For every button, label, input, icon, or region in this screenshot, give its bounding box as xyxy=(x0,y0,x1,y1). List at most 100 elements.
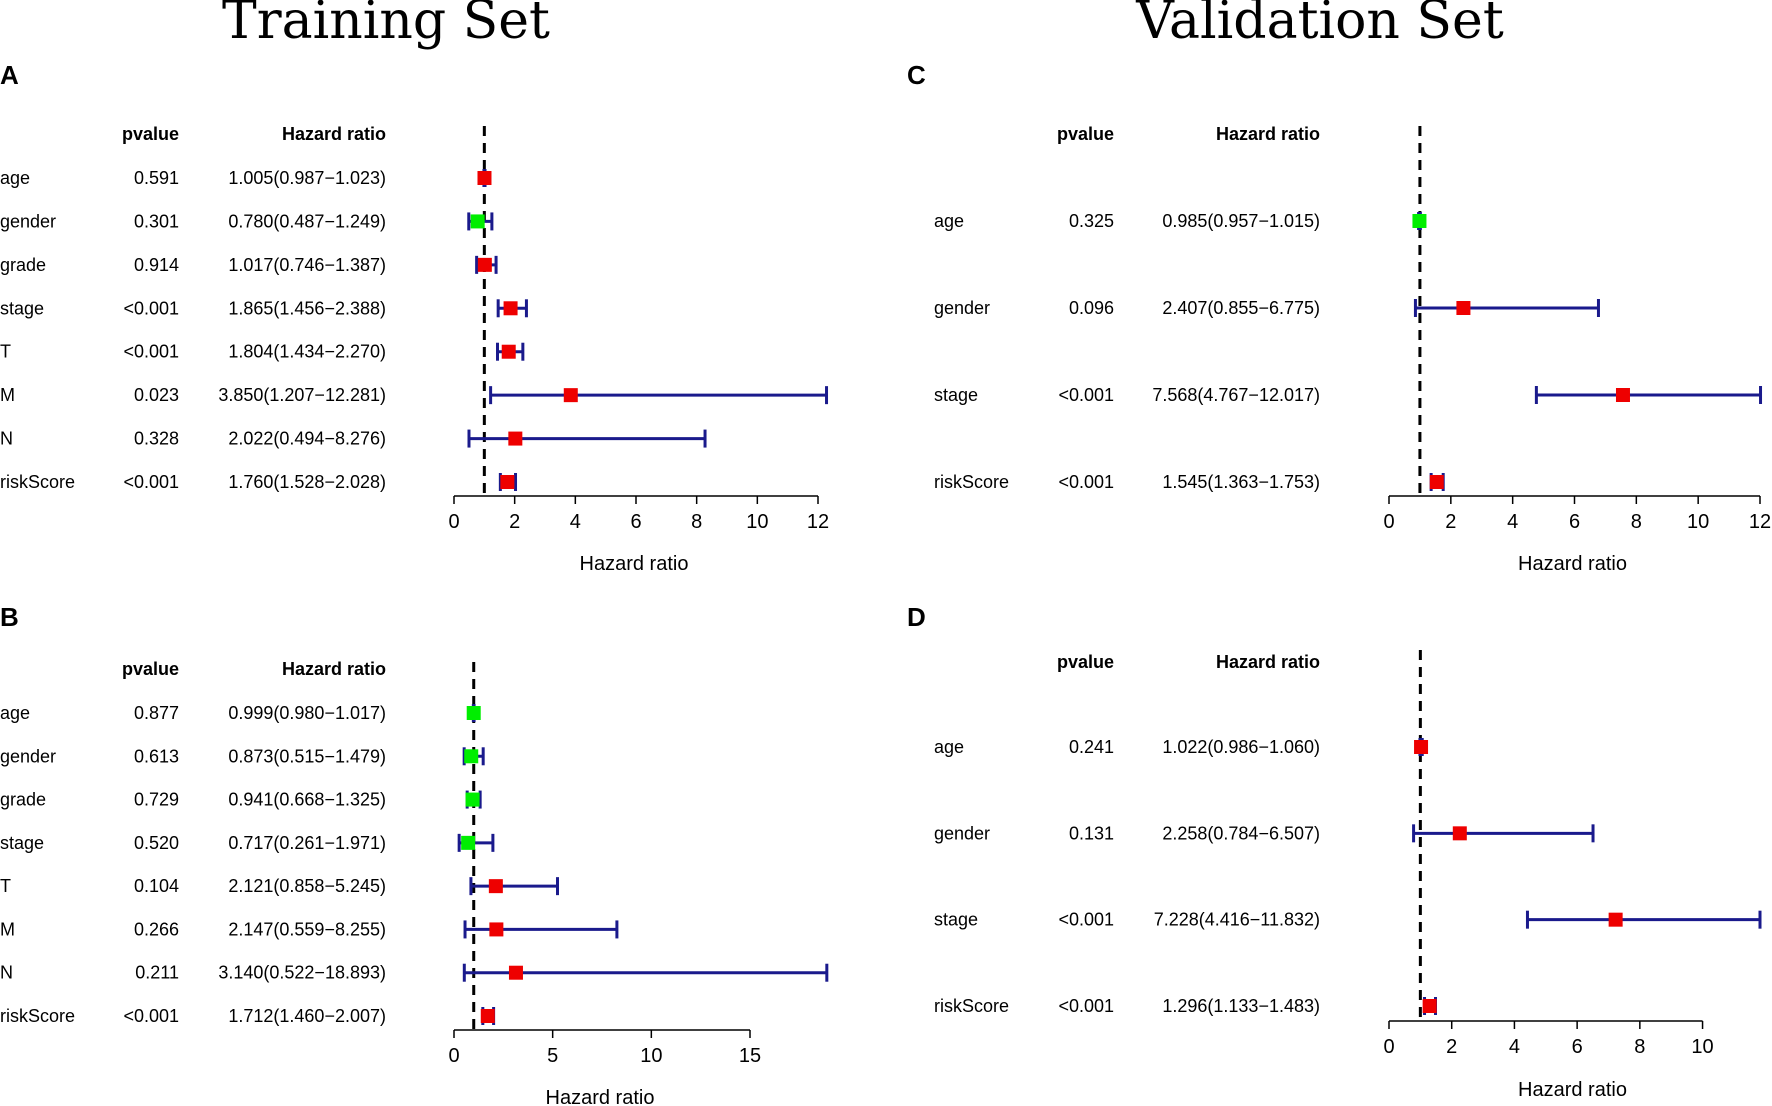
hazard-ratio-text: 2.022(0.494−8.276) xyxy=(228,429,386,449)
variable-label: stage xyxy=(934,385,978,405)
hazard-ratio-point xyxy=(465,792,480,807)
pvalue-text: <0.001 xyxy=(123,472,179,492)
hazard-ratio-header: Hazard ratio xyxy=(1216,652,1320,672)
variable-label: T xyxy=(0,876,11,896)
forest-row-age: age 0.241 1.022(0.986−1.060) xyxy=(934,737,1429,757)
pvalue-text: 0.877 xyxy=(134,703,179,723)
hazard-ratio-text: 0.985(0.957−1.015) xyxy=(1162,211,1320,231)
hazard-ratio-text: 1.017(0.746−1.387) xyxy=(228,255,386,275)
forest-row-age: age 0.325 0.985(0.957−1.015) xyxy=(934,211,1427,231)
variable-label: riskScore xyxy=(934,996,1009,1016)
x-axis: 0 5 10 15 xyxy=(448,1029,761,1067)
x-tick-label: 12 xyxy=(807,511,829,533)
hazard-ratio-point xyxy=(1429,475,1444,489)
variable-label: gender xyxy=(934,298,990,318)
x-tick-label: 0 xyxy=(1383,1036,1394,1058)
panel-letter: D xyxy=(907,602,926,632)
pvalue-text: 0.104 xyxy=(134,876,179,896)
variable-label: gender xyxy=(934,823,990,843)
pvalue-text: 0.325 xyxy=(1069,211,1114,231)
forest-row-t: T 0.104 2.121(0.858−5.245) xyxy=(0,876,560,896)
hazard-ratio-point xyxy=(489,922,504,937)
x-axis-title: Hazard ratio xyxy=(1518,1079,1627,1101)
forest-row-stage: stage <0.001 7.568(4.767−12.017) xyxy=(934,385,1763,405)
forest-row-riskscore: riskScore <0.001 1.296(1.133−1.483) xyxy=(934,996,1438,1016)
hazard-ratio-text: 2.121(0.858−5.245) xyxy=(228,876,386,896)
variable-label: riskScore xyxy=(934,472,1009,492)
x-tick-label: 6 xyxy=(1569,511,1580,533)
training-set-title: Training Set xyxy=(222,0,550,51)
pvalue-text: <0.001 xyxy=(1058,910,1114,930)
forest-row-stage: stage <0.001 1.865(1.456−2.388) xyxy=(0,298,528,318)
pvalue-text: 0.729 xyxy=(134,790,179,810)
x-tick-label: 2 xyxy=(1446,1036,1457,1058)
x-tick-label: 5 xyxy=(547,1045,558,1067)
variable-label: age xyxy=(934,211,964,231)
forest-row-grade: grade 0.729 0.941(0.668−1.325) xyxy=(0,790,482,810)
hazard-ratio-text: 2.147(0.559−8.255) xyxy=(228,919,386,939)
x-axis-title: Hazard ratio xyxy=(580,553,689,575)
x-tick-label: 0 xyxy=(448,1045,459,1067)
x-axis: 0 2 4 6 8 10 12 xyxy=(1383,495,1771,533)
hazard-ratio-point xyxy=(477,257,492,272)
pvalue-header: pvalue xyxy=(1057,124,1114,144)
pvalue-text: 0.266 xyxy=(134,919,179,939)
x-axis-title: Hazard ratio xyxy=(546,1087,655,1106)
hazard-ratio-point xyxy=(461,835,476,850)
hazard-ratio-header: Hazard ratio xyxy=(282,659,386,679)
x-tick-label: 10 xyxy=(746,511,768,533)
hazard-ratio-point xyxy=(470,214,485,229)
pvalue-text: 0.591 xyxy=(134,168,179,188)
pvalue-text: 0.520 xyxy=(134,833,179,853)
hazard-ratio-point xyxy=(501,344,516,359)
hazard-ratio-text: 1.865(1.456−2.388) xyxy=(228,298,386,318)
variable-label: gender xyxy=(0,211,56,231)
variable-label: stage xyxy=(0,833,44,853)
pvalue-text: <0.001 xyxy=(1058,385,1114,405)
hazard-ratio-point xyxy=(1412,214,1427,228)
pvalue-header: pvalue xyxy=(122,659,179,679)
hazard-ratio-point xyxy=(464,749,479,764)
hazard-ratio-point xyxy=(500,475,515,489)
hazard-ratio-text: 1.804(1.434−2.270) xyxy=(228,342,386,362)
hazard-ratio-text: 0.780(0.487−1.249) xyxy=(228,211,386,231)
variable-label: T xyxy=(0,342,11,362)
hazard-ratio-point xyxy=(503,301,518,316)
variable-label: M xyxy=(0,385,15,405)
hazard-ratio-point xyxy=(1615,388,1630,402)
x-tick-label: 6 xyxy=(630,511,641,533)
forest-row-age: age 0.877 0.999(0.980−1.017) xyxy=(0,703,481,723)
forest-row-n: N 0.328 2.022(0.494−8.276) xyxy=(0,429,707,449)
variable-label: M xyxy=(0,919,15,939)
x-tick-label: 15 xyxy=(739,1045,761,1067)
x-tick-label: 4 xyxy=(1509,1036,1520,1058)
variable-label: riskScore xyxy=(0,472,75,492)
x-axis: 0 2 4 6 8 10 12 xyxy=(448,495,829,533)
panel-letter: B xyxy=(0,602,19,632)
pvalue-text: 0.914 xyxy=(134,255,179,275)
pvalue-text: 0.023 xyxy=(134,385,179,405)
pvalue-text: <0.001 xyxy=(123,298,179,318)
pvalue-text: 0.241 xyxy=(1069,737,1114,757)
x-tick-label: 10 xyxy=(640,1045,662,1067)
forest-row-gender: gender 0.613 0.873(0.515−1.479) xyxy=(0,746,485,766)
hazard-ratio-text: 0.941(0.668−1.325) xyxy=(228,790,386,810)
pvalue-text: 0.096 xyxy=(1069,298,1114,318)
x-tick-label: 6 xyxy=(1572,1036,1583,1058)
hazard-ratio-text: 3.140(0.522−18.893) xyxy=(218,963,386,983)
forest-row-riskscore: riskScore <0.001 1.545(1.363−1.753) xyxy=(934,472,1445,492)
hazard-ratio-point xyxy=(1608,912,1623,927)
x-tick-label: 2 xyxy=(509,511,520,533)
variable-label: gender xyxy=(0,746,56,766)
hazard-ratio-text: 7.228(4.416−11.832) xyxy=(1154,910,1320,930)
hazard-ratio-text: 0.999(0.980−1.017) xyxy=(228,703,386,723)
pvalue-text: 0.301 xyxy=(134,211,179,231)
hazard-ratio-text: 2.258(0.784−6.507) xyxy=(1162,823,1320,843)
hazard-ratio-point xyxy=(1414,740,1429,754)
hazard-ratio-point xyxy=(508,431,523,446)
x-tick-label: 10 xyxy=(1687,511,1709,533)
hazard-ratio-text: 2.407(0.855−6.775) xyxy=(1162,298,1320,318)
